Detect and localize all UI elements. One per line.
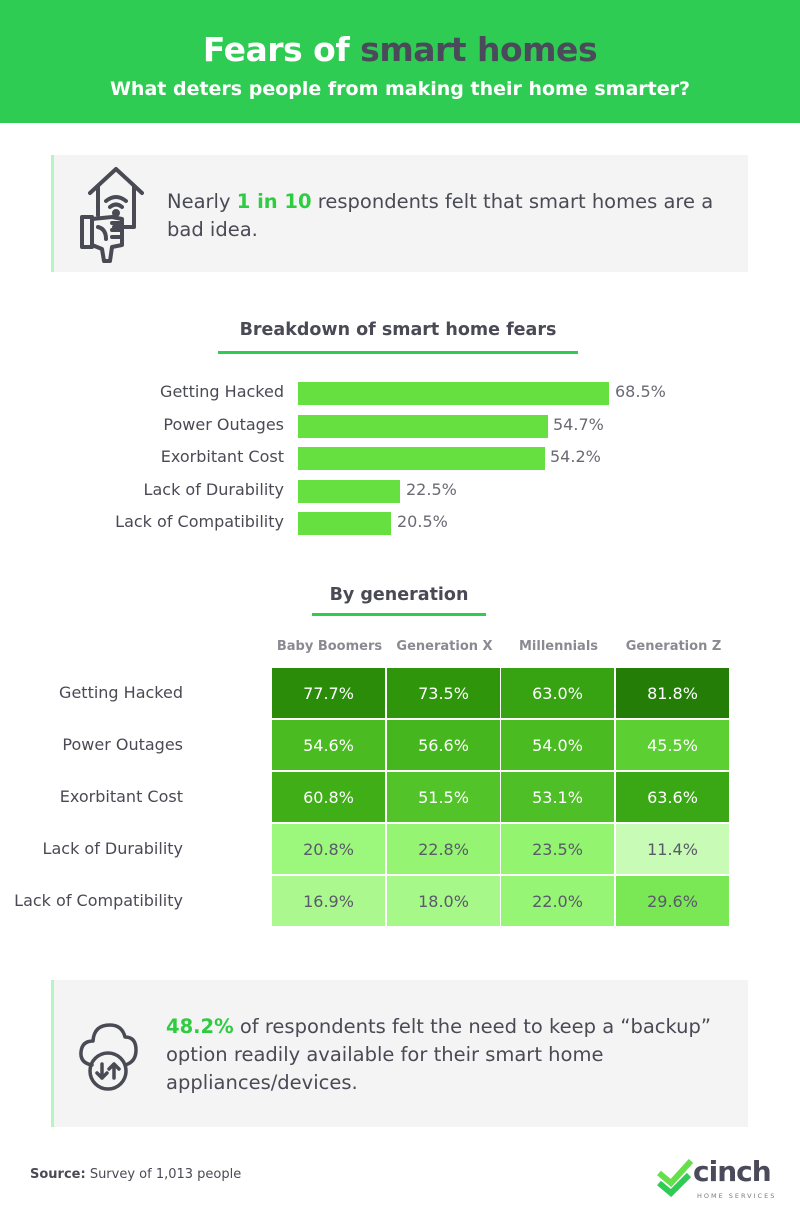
row-label: Lack of Compatibility bbox=[14, 891, 183, 910]
callout-text: 48.2% of respondents felt the need to ke… bbox=[166, 1013, 736, 1097]
row-label: Lack of Durability bbox=[42, 839, 183, 858]
header-banner: Fears of smart homes What deters people … bbox=[0, 0, 800, 123]
heatmap-cell: 73.5% bbox=[387, 668, 501, 719]
heatmap-cell: 54.0% bbox=[501, 720, 615, 771]
title-part-1: Fears of bbox=[202, 30, 361, 69]
heatmap-cell: 63.0% bbox=[501, 668, 615, 719]
heatmap-cell: 56.6% bbox=[387, 720, 501, 771]
heatmap-title: By generation bbox=[312, 585, 486, 616]
bar-row: Getting Hacked 68.5% bbox=[0, 380, 800, 406]
bar-row: Exorbitant Cost 54.2% bbox=[0, 445, 800, 471]
title-part-2: smart homes bbox=[360, 30, 598, 69]
heatmap-cell: 16.9% bbox=[272, 876, 386, 927]
bar-chart-title: Breakdown of smart home fears bbox=[218, 320, 578, 354]
bar bbox=[298, 479, 400, 503]
house-thumbs-down-icon bbox=[76, 165, 151, 265]
heatmap-cell: 22.0% bbox=[501, 876, 615, 927]
heatmap-cell: 51.5% bbox=[387, 772, 501, 823]
callout-highlight: 1 in 10 bbox=[236, 190, 312, 213]
title-underline bbox=[218, 351, 578, 354]
page-title: Fears of smart homes bbox=[0, 30, 800, 69]
heatmap-cell: 23.5% bbox=[501, 824, 615, 875]
heatmap-cell: 18.0% bbox=[387, 876, 501, 927]
callout-suffix: respondents felt that smart homes are a … bbox=[167, 190, 714, 241]
bar-row: Lack of Durability 22.5% bbox=[0, 478, 800, 504]
heatmap-cell: 81.8% bbox=[616, 668, 730, 719]
heatmap-cell: 54.6% bbox=[272, 720, 386, 771]
heatmap-cell: 20.8% bbox=[272, 824, 386, 875]
bar-label: Exorbitant Cost bbox=[160, 447, 284, 466]
title-underline bbox=[312, 613, 486, 616]
source-text: Survey of 1,013 people bbox=[85, 1167, 242, 1182]
logo-wordmark: cinch bbox=[693, 1155, 772, 1188]
heatmap-cell: 60.8% bbox=[272, 772, 386, 823]
bar-row: Power Outages 54.7% bbox=[0, 413, 800, 439]
heatmap-cell: 29.6% bbox=[616, 876, 730, 927]
bar-value: 22.5% bbox=[406, 479, 457, 499]
heatmap-title-text: By generation bbox=[329, 585, 469, 605]
bar bbox=[298, 512, 391, 535]
bar-label: Power Outages bbox=[163, 414, 284, 434]
bar bbox=[298, 382, 609, 405]
heatmap-cell: 45.5% bbox=[616, 720, 730, 771]
bar-value: 54.7% bbox=[553, 414, 604, 434]
source-label: Source: bbox=[30, 1167, 86, 1182]
bar-label: Getting Hacked bbox=[160, 382, 284, 401]
cloud-sync-icon bbox=[78, 1017, 138, 1093]
page-subtitle: What deters people from making their hom… bbox=[109, 78, 691, 100]
heatmap-cell: 11.4% bbox=[616, 824, 730, 875]
checkmark-icon bbox=[657, 1158, 694, 1197]
column-header: Generation Z bbox=[625, 639, 722, 654]
cinch-logo: cinch HOME SERVICES bbox=[655, 1155, 780, 1201]
bar-chart-title-text: Breakdown of smart home fears bbox=[239, 320, 557, 340]
callout-highlight: 48.2% bbox=[166, 1015, 234, 1038]
bar bbox=[298, 414, 548, 438]
bar-row: Lack of Compatibility 20.5% bbox=[0, 510, 800, 536]
source-note: Source: Survey of 1,013 people bbox=[30, 1167, 241, 1182]
column-header: Millennials bbox=[518, 639, 599, 654]
bar bbox=[298, 447, 545, 470]
callout-prefix: Nearly bbox=[167, 190, 237, 213]
heatmap-cell: 63.6% bbox=[616, 772, 730, 823]
bar-value: 20.5% bbox=[397, 512, 448, 531]
bar-label: Lack of Durability bbox=[143, 479, 284, 499]
callout-backup: 48.2% of respondents felt the need to ke… bbox=[51, 980, 748, 1127]
row-label: Exorbitant Cost bbox=[59, 787, 183, 806]
column-header: Baby Boomers bbox=[276, 639, 383, 654]
bar-value: 68.5% bbox=[615, 382, 666, 401]
heatmap-cell: 77.7% bbox=[272, 668, 386, 719]
heatmap-cell: 22.8% bbox=[387, 824, 501, 875]
callout-suffix: of respondents felt the need to keep a “… bbox=[166, 1015, 712, 1094]
bar-value: 54.2% bbox=[550, 447, 601, 466]
logo-subtitle: HOME SERVICES bbox=[697, 1192, 777, 1200]
heatmap-cell: 53.1% bbox=[501, 772, 615, 823]
callout-text: Nearly 1 in 10 respondents felt that sma… bbox=[167, 188, 737, 244]
callout-bad-idea: Nearly 1 in 10 respondents felt that sma… bbox=[51, 155, 748, 272]
row-label: Power Outages bbox=[62, 735, 183, 754]
bar-label: Lack of Compatibility bbox=[115, 512, 284, 531]
column-header: Generation X bbox=[396, 639, 493, 654]
row-label: Getting Hacked bbox=[59, 683, 183, 702]
